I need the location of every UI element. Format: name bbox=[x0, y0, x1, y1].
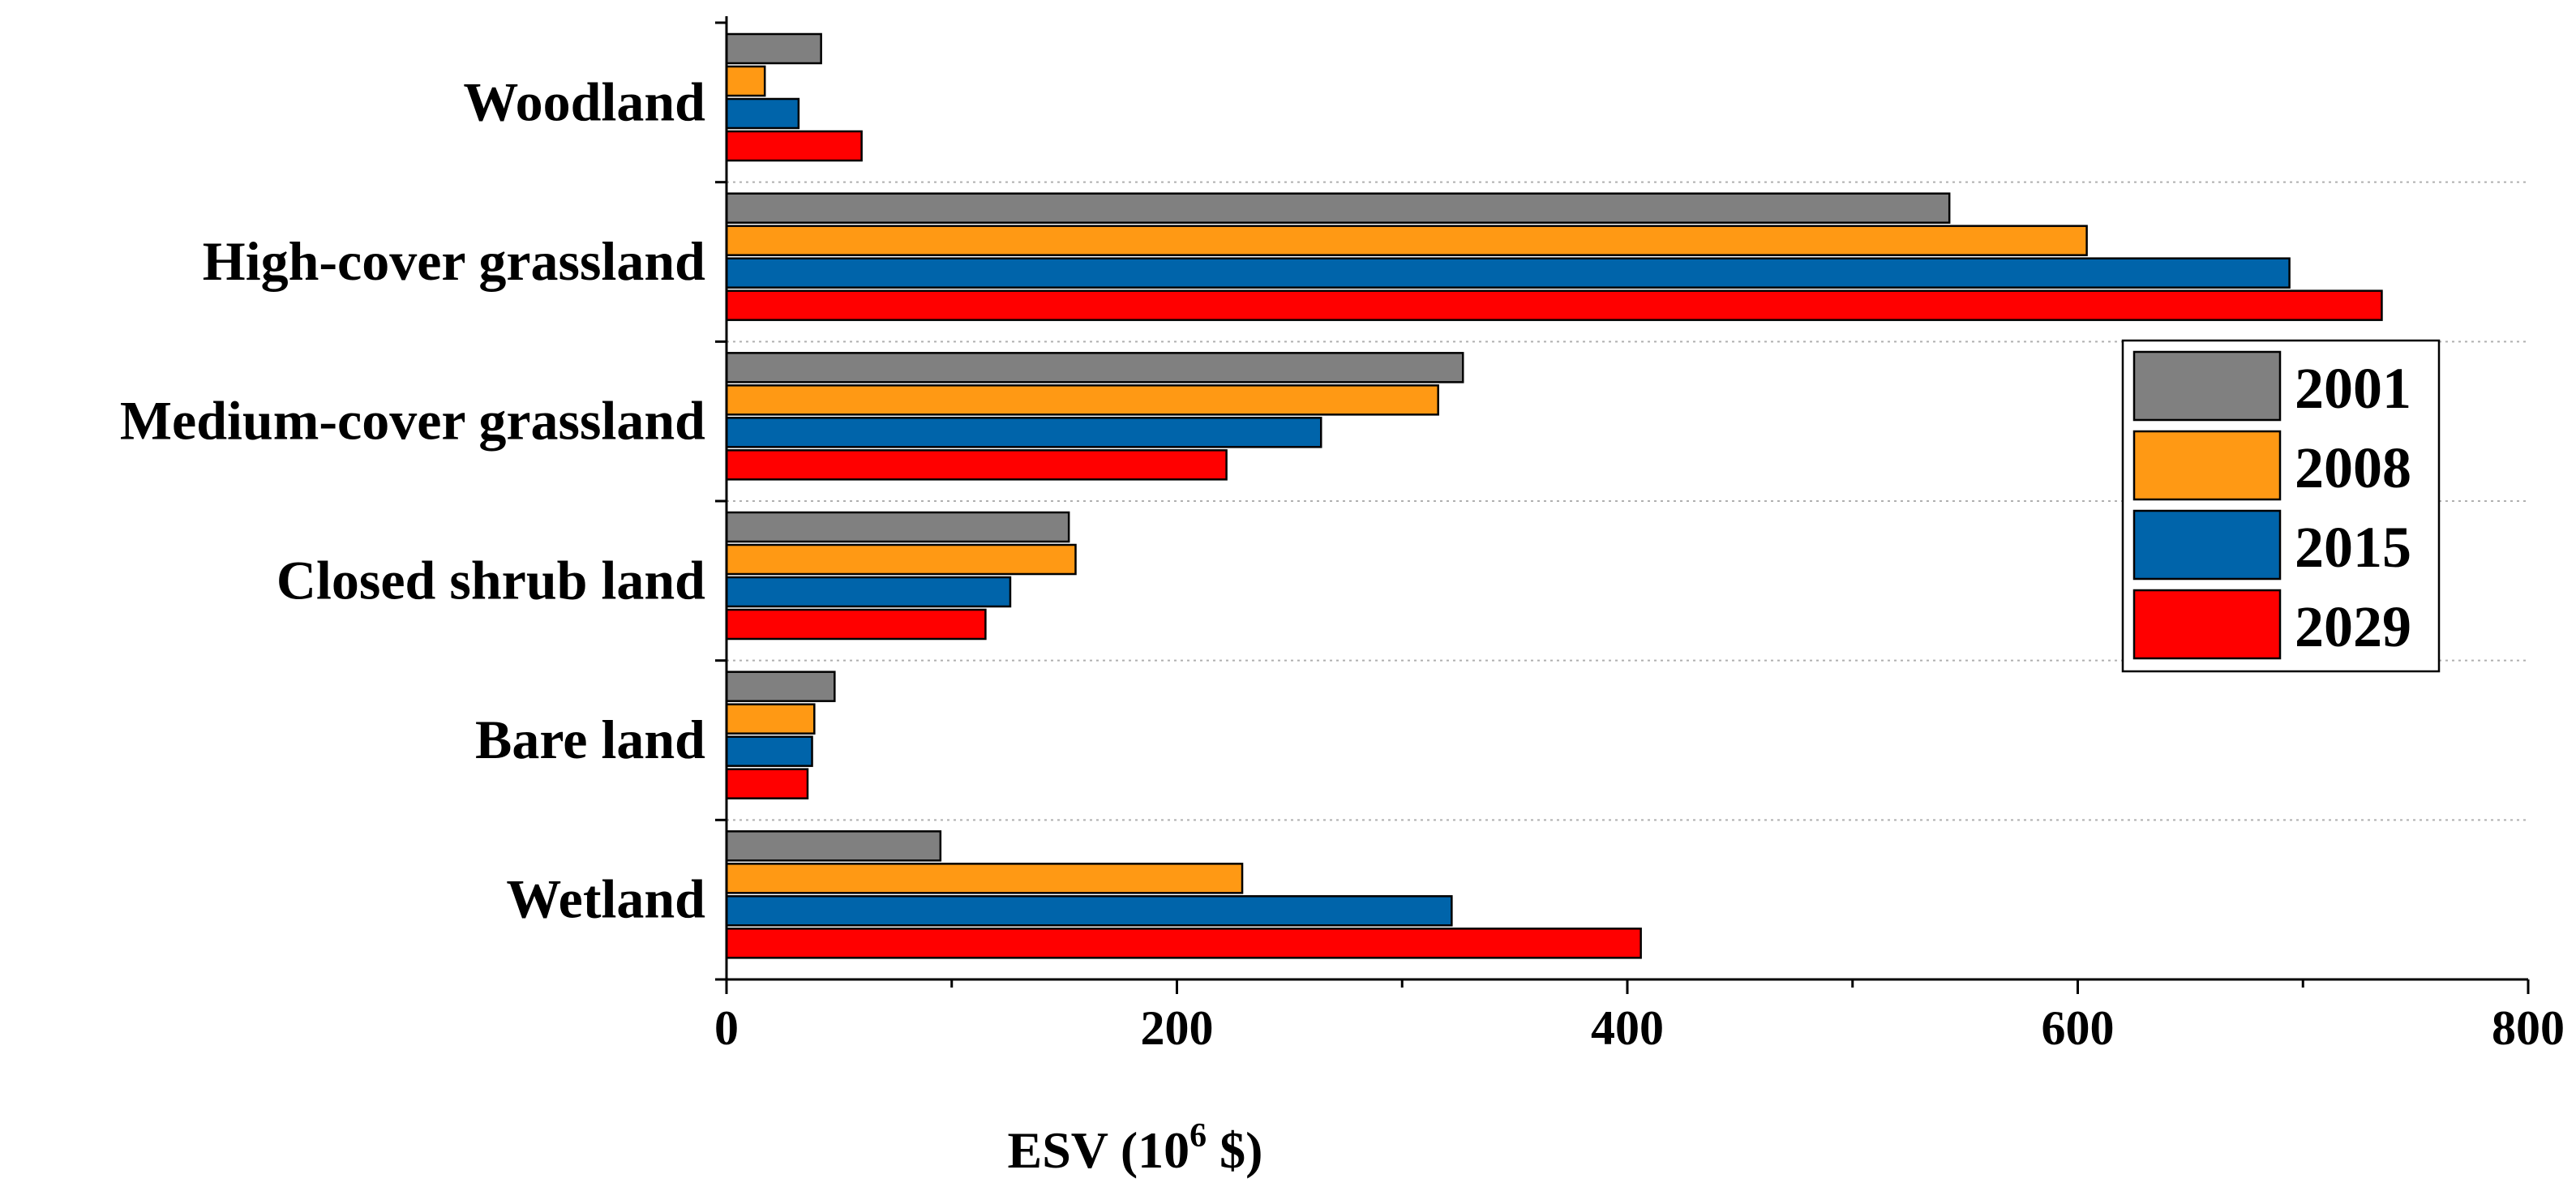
legend-swatch-2008 bbox=[2132, 430, 2282, 501]
bar-2029 bbox=[725, 289, 2383, 321]
bar-2008 bbox=[725, 65, 766, 97]
bar-2001 bbox=[725, 352, 1464, 384]
category-label: Medium-cover grassland bbox=[120, 390, 705, 452]
bar-2029 bbox=[725, 768, 809, 799]
bar-2008 bbox=[725, 703, 816, 735]
bar-2015 bbox=[725, 895, 1453, 927]
x-tick-label: 0 bbox=[714, 1001, 739, 1055]
bar-2029 bbox=[725, 449, 1228, 481]
legend-label: 2008 bbox=[2295, 435, 2411, 500]
legend-swatch-2015 bbox=[2132, 509, 2282, 581]
bar-2008 bbox=[725, 225, 2088, 256]
bar-2001 bbox=[725, 192, 1951, 224]
category-label: Closed shrub land bbox=[276, 549, 705, 611]
legend-swatch-2001 bbox=[2132, 350, 2282, 422]
bar-2015 bbox=[725, 417, 1322, 448]
legend-label: 2001 bbox=[2295, 356, 2411, 421]
legend-swatch-2029 bbox=[2132, 589, 2282, 660]
bar-2015 bbox=[725, 97, 800, 130]
bar-2008 bbox=[725, 543, 1077, 576]
x-tick-label: 600 bbox=[2042, 1001, 2115, 1055]
bars-layer bbox=[725, 32, 2383, 959]
category-label: Bare land bbox=[475, 709, 705, 770]
bar-2001 bbox=[725, 671, 836, 702]
x-tick-label: 400 bbox=[1591, 1001, 1664, 1055]
category-label: Wetland bbox=[506, 868, 705, 930]
category-label: Woodland bbox=[463, 71, 705, 132]
bar-2001 bbox=[725, 830, 942, 862]
bar-2008 bbox=[725, 384, 1439, 416]
x-tick-label: 800 bbox=[2492, 1001, 2565, 1055]
bar-2001 bbox=[725, 511, 1070, 543]
category-label: High-cover grassland bbox=[203, 230, 705, 292]
bar-2029 bbox=[725, 130, 863, 162]
legend: 2001 2008 2015 2029 bbox=[2121, 339, 2441, 673]
bar-2015 bbox=[725, 576, 1012, 608]
bar-2008 bbox=[725, 863, 1244, 894]
bar-2029 bbox=[725, 928, 1642, 959]
grid-layer bbox=[727, 181, 2528, 821]
labels-layer: Woodland High-cover grassland Medium-cover… bbox=[120, 71, 2565, 1055]
x-axis-title-end: $) bbox=[1207, 1121, 1262, 1179]
bar-2029 bbox=[725, 608, 987, 641]
legend-label: 2029 bbox=[2295, 594, 2411, 659]
x-axis-title: ESV (106 $) bbox=[1008, 1117, 1263, 1179]
x-axis-title-sup: 6 bbox=[1189, 1117, 1207, 1155]
bar-2015 bbox=[725, 257, 2291, 289]
axes-layer bbox=[715, 16, 2530, 994]
x-axis-title-main: ESV (10 bbox=[1008, 1121, 1190, 1179]
x-tick-label: 200 bbox=[1141, 1001, 1214, 1055]
bar-2015 bbox=[725, 735, 813, 767]
bar-2001 bbox=[725, 32, 822, 65]
legend-label: 2015 bbox=[2295, 515, 2411, 580]
